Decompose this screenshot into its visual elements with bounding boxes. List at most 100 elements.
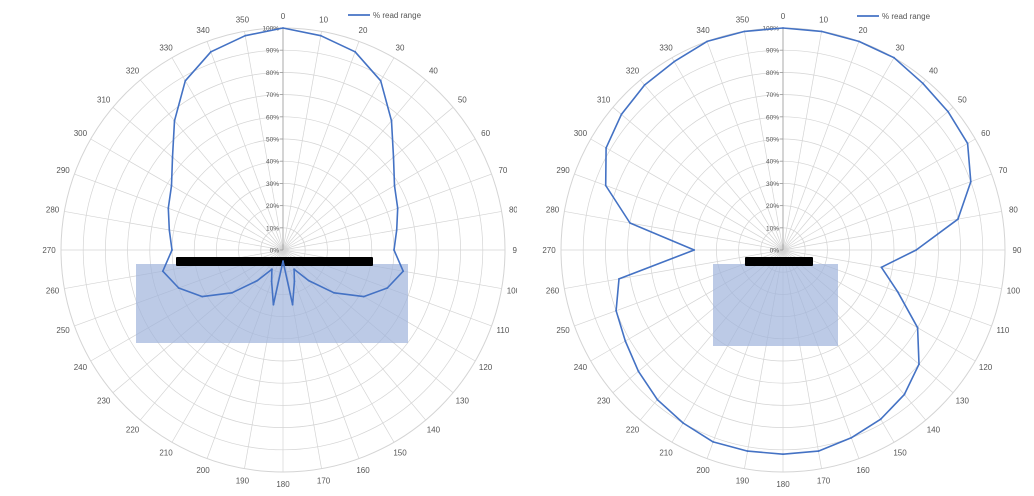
data-point [390,119,393,122]
data-point [880,266,883,269]
grid-spoke [564,211,784,251]
angle-label: 340 [696,26,710,35]
data-point [291,303,294,306]
grid-spoke [282,138,476,251]
data-point [915,249,918,251]
angle-label: 230 [97,396,111,405]
data-point [177,287,180,289]
angle-label: 40 [429,67,438,76]
angle-label: 200 [696,466,710,475]
data-point [605,147,607,149]
data-point [782,453,784,456]
data-point [282,27,284,29]
radial-label: 50% [266,137,279,144]
angle-label: 340 [196,26,210,35]
angle-label: 310 [97,96,111,105]
radial-label: 50% [766,137,779,144]
legend: % read range [348,11,422,20]
grid-spoke [782,107,954,251]
data-point [817,450,820,452]
grid-spoke [564,249,784,289]
angle-label: 10 [819,16,828,25]
angle-label: 70 [498,166,507,175]
angle-label: 100 [507,287,517,296]
grid-spoke [782,138,976,251]
data-point [362,295,365,298]
data-point [643,84,646,86]
angle-label: 260 [546,287,560,296]
antenna-bar [745,257,813,266]
data-point [173,119,176,122]
angle-label: 330 [659,43,673,52]
grid-spoke [282,57,395,251]
radial-label: 30% [266,181,279,188]
data-point [903,393,906,396]
angle-label: 190 [236,476,250,485]
angle-label: 230 [597,396,611,405]
data-point [333,291,335,294]
grid-spoke [782,249,1002,289]
angle-label: 100 [1007,287,1021,296]
angle-label: 150 [393,449,407,458]
angle-label: 50 [958,96,967,105]
angle-label: 300 [574,129,588,138]
grid-spoke [640,79,784,251]
angle-label: 30 [396,43,405,52]
data-point [386,287,389,289]
angle-label: 240 [74,363,88,372]
data-point [921,82,924,85]
grid-spoke [782,79,926,251]
grid-spoke [140,79,284,251]
data-point [392,156,395,159]
data-point [893,56,895,59]
data-point [395,229,398,231]
angle-label: 160 [856,466,870,475]
radial-label: 60% [266,114,279,121]
data-point [201,295,204,298]
data-point [693,249,696,251]
angle-label: 130 [956,396,970,405]
grid-spoke [782,31,822,251]
radial-label: 0% [270,248,280,255]
radial-label: 10% [766,225,779,232]
angle-label: 90 [1013,246,1022,255]
angle-label: 260 [46,287,60,296]
grid-spoke [282,41,360,251]
angle-label: 150 [893,449,907,458]
data-point [271,268,273,271]
angle-label: 250 [556,326,570,335]
grid-spoke [90,138,284,251]
angle-label: 30 [896,43,905,52]
grid-spoke [282,79,426,251]
data-point [354,50,356,53]
data-point [379,79,382,82]
data-point [969,180,972,183]
angle-label: 170 [317,476,331,485]
angle-label: 0 [281,12,286,21]
grid-spoke [206,41,284,251]
data-point [293,268,295,271]
angle-label: 10 [319,16,328,25]
data-point [170,184,173,187]
angle-label: 140 [927,425,941,434]
data-point [393,184,396,187]
grid-spoke [782,211,1002,251]
data-point [673,60,676,63]
angle-label: 80 [509,205,517,214]
grid-spoke [282,107,454,251]
angle-label: 290 [56,166,70,175]
data-point [210,50,212,53]
data-point [782,27,784,29]
radial-label: 0% [770,248,780,255]
legend: % read range [857,12,931,21]
angle-label: 60 [981,129,990,138]
angle-label: 40 [929,67,938,76]
angle-label: 110 [497,326,510,335]
grid-spoke [282,211,502,251]
angle-label: 130 [456,396,470,405]
grid-spoke [64,211,284,251]
data-point [244,34,247,37]
grid-spoke [244,31,284,251]
data-point [168,229,171,231]
angle-label: 190 [736,476,750,485]
